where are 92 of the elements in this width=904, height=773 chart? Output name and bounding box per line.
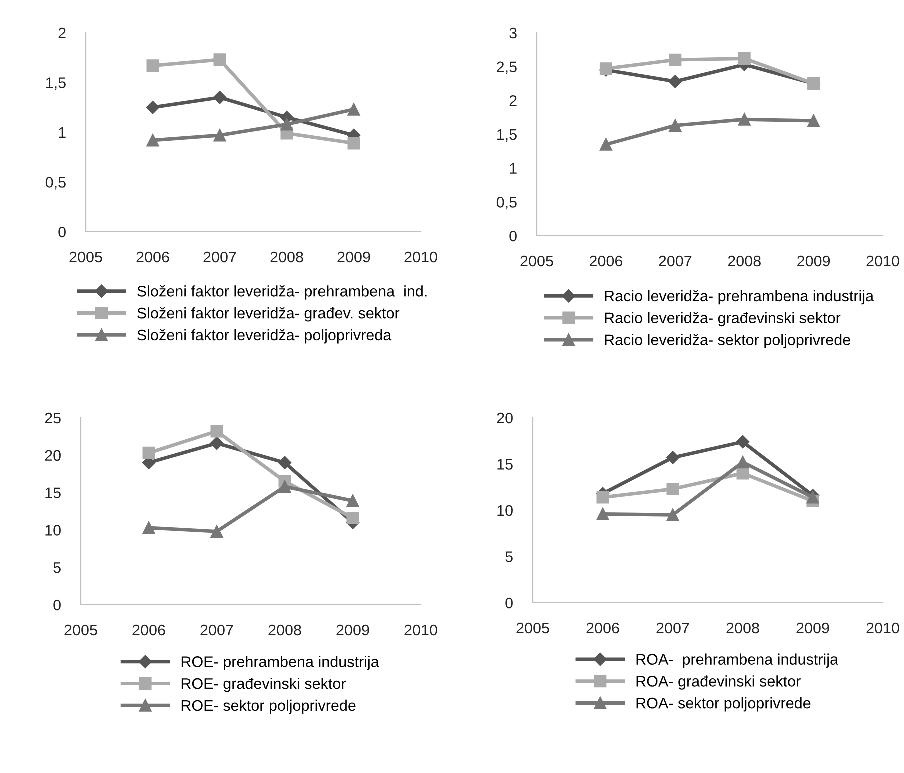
x-tick-label: 2006: [132, 624, 166, 636]
y-tick-label: 20: [497, 412, 513, 424]
x-tick-label: 2010: [866, 256, 900, 267]
point: [346, 512, 360, 524]
point: [210, 525, 224, 538]
legend-label: Racio leveridža- građevinski sektor: [605, 312, 841, 327]
point: [669, 54, 682, 66]
y-tick-label: 0,5: [46, 177, 66, 190]
point: [146, 134, 160, 147]
x-tick-label: 2005: [520, 256, 554, 267]
x-tick-label: 2010: [404, 624, 438, 636]
point: [666, 482, 680, 496]
point: [214, 54, 226, 66]
point: [280, 118, 294, 131]
point: [596, 508, 610, 520]
y-tick-label: 1,5: [497, 130, 517, 142]
x-tick-label: 2009: [338, 252, 370, 263]
x-tick-label: 2010: [404, 252, 438, 263]
y-tick-label: 2: [510, 96, 517, 106]
legend-label: ROE- građevinski sektor: [182, 678, 346, 692]
x-tick-label: 2006: [586, 622, 620, 634]
point: [666, 508, 680, 522]
y-tick-label: 20: [45, 450, 61, 462]
x-tick-label: 2008: [270, 252, 304, 263]
point: [596, 491, 610, 504]
point: [346, 494, 360, 508]
legend-label: ROA- građevinski sektor: [636, 676, 801, 690]
y-tick-label: 15: [46, 488, 61, 498]
point: [669, 119, 682, 132]
x-tick-label: 2007: [659, 256, 692, 267]
y-tick-label: 25: [45, 412, 61, 424]
x-tick-label: 2006: [590, 256, 623, 267]
legend-label: ROA- prehrambena industrija: [636, 654, 839, 668]
point: [666, 451, 680, 464]
y-tick-label: 1: [59, 128, 66, 138]
point: [738, 52, 751, 65]
point: [146, 101, 160, 114]
point: [210, 436, 224, 450]
legend-label: ROE- sektor poljoprivrede: [182, 700, 356, 714]
y-tick-label: 0: [58, 226, 66, 238]
y-tick-label: 5: [506, 552, 513, 562]
legend-label: Racio leveridža- prehrambena industrija: [605, 290, 874, 305]
y-tick-label: 10: [46, 525, 61, 536]
x-tick-label: 2007: [656, 622, 690, 634]
x-tick-label: 2005: [70, 252, 102, 263]
point: [600, 138, 612, 151]
x-tick-label: 2007: [204, 252, 236, 263]
x-tick-label: 2006: [136, 252, 170, 263]
y-tick-label: 1,5: [46, 78, 66, 90]
point: [142, 522, 156, 534]
x-tick-label: 2007: [200, 624, 234, 636]
point: [213, 91, 227, 104]
y-tick-label: 5: [54, 562, 61, 574]
legend-label: Racio leveridža- sektor poljoprivrede: [605, 334, 850, 349]
x-tick-label: 2008: [728, 256, 761, 267]
y-tick-label: 2,5: [497, 62, 517, 74]
y-tick-label: 15: [498, 459, 513, 470]
point: [142, 446, 156, 460]
point: [348, 103, 360, 116]
legend-label: Složeni faktor leveridža- poljoprivreda: [138, 329, 392, 344]
legend-label: Složeni faktor leveridža- prehrambena ind.: [138, 286, 427, 300]
legend-label: ROE- prehrambena industrija: [182, 656, 380, 670]
point: [738, 113, 751, 126]
point: [736, 467, 750, 480]
y-tick-label: 0,5: [496, 197, 517, 210]
point: [278, 456, 292, 470]
point: [214, 129, 226, 142]
y-tick-label: 0: [510, 230, 517, 242]
x-tick-label: 2010: [866, 622, 900, 634]
point: [736, 456, 750, 469]
point: [348, 137, 360, 150]
legend-label: Složeni faktor leveridža- građev. sektor: [138, 307, 400, 322]
point: [210, 425, 224, 438]
y-tick-label: 0: [54, 600, 61, 611]
y-tick-label: 3: [510, 28, 517, 39]
y-tick-label: 1: [510, 163, 517, 174]
x-tick-label: 2009: [798, 256, 830, 267]
point: [146, 60, 160, 72]
x-tick-label: 2005: [64, 624, 98, 636]
point: [736, 435, 750, 449]
point: [668, 75, 682, 88]
y-tick-label: 2: [58, 28, 66, 39]
x-tick-label: 2009: [336, 624, 370, 636]
x-tick-label: 2005: [516, 622, 550, 634]
x-tick-label: 2008: [268, 624, 302, 636]
point: [278, 480, 292, 494]
x-tick-label: 2009: [796, 622, 830, 634]
y-tick-label: 0: [506, 598, 513, 609]
point: [808, 114, 820, 128]
x-tick-label: 2008: [726, 622, 760, 634]
y-tick-label: 10: [498, 505, 513, 516]
legend-label: ROA- sektor poljoprivrede: [636, 698, 811, 712]
